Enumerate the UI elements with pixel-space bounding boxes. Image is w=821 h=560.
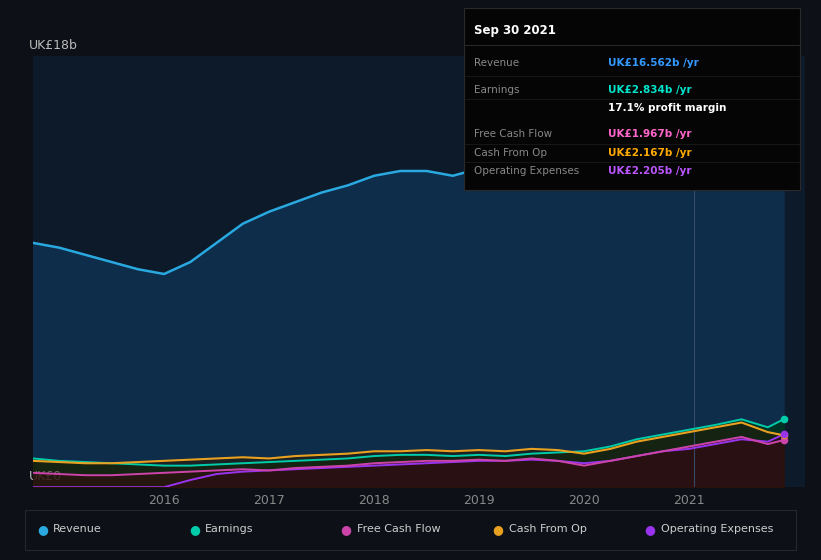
Text: UK£2.205b /yr: UK£2.205b /yr [608, 166, 691, 176]
Text: UK£2.834b /yr: UK£2.834b /yr [608, 85, 691, 95]
Text: UK£2.167b /yr: UK£2.167b /yr [608, 148, 691, 158]
Text: Revenue: Revenue [53, 524, 102, 534]
Text: Operating Expenses: Operating Expenses [661, 524, 773, 534]
Text: Sep 30 2021: Sep 30 2021 [474, 24, 556, 38]
Text: Free Cash Flow: Free Cash Flow [357, 524, 441, 534]
Text: Earnings: Earnings [474, 85, 519, 95]
Text: Free Cash Flow: Free Cash Flow [474, 129, 552, 139]
Text: UK£18b: UK£18b [29, 39, 78, 52]
Text: ●: ● [189, 522, 200, 536]
Text: Operating Expenses: Operating Expenses [474, 166, 579, 176]
Text: Revenue: Revenue [474, 58, 519, 68]
Text: Cash From Op: Cash From Op [474, 148, 547, 158]
Text: Cash From Op: Cash From Op [509, 524, 587, 534]
Text: ●: ● [644, 522, 655, 536]
Text: 17.1% profit margin: 17.1% profit margin [608, 103, 726, 113]
Text: UK£16.562b /yr: UK£16.562b /yr [608, 58, 699, 68]
Text: UK£0: UK£0 [29, 470, 62, 483]
Text: ●: ● [341, 522, 351, 536]
Text: ●: ● [37, 522, 48, 536]
Text: UK£1.967b /yr: UK£1.967b /yr [608, 129, 691, 139]
Text: Earnings: Earnings [205, 524, 254, 534]
Text: ●: ● [493, 522, 503, 536]
